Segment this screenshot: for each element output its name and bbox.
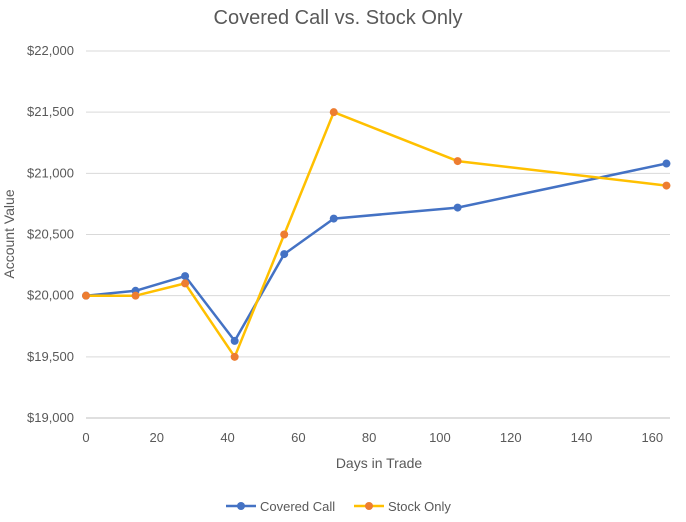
y-tick-label: $19,500 xyxy=(27,349,74,364)
x-tick-label: 20 xyxy=(150,430,164,445)
legend: Covered Call Stock Only xyxy=(226,499,451,514)
y-tick-label: $19,000 xyxy=(27,410,74,425)
legend-item: Stock Only xyxy=(354,499,451,514)
legend-marker xyxy=(237,502,245,510)
x-axis-title: Days in Trade xyxy=(336,455,423,471)
data-point xyxy=(181,279,190,288)
y-tick-label: $21,000 xyxy=(27,165,74,180)
x-axis-ticks: 0 20 40 60 80 100 120 140 160 xyxy=(82,430,663,445)
data-point xyxy=(329,108,338,117)
data-point xyxy=(181,272,190,281)
legend-marker xyxy=(365,502,373,510)
data-point xyxy=(453,157,462,166)
data-point xyxy=(230,336,239,345)
y-tick-label: $20,000 xyxy=(27,288,74,303)
series-0 xyxy=(82,159,671,345)
legend-label: Covered Call xyxy=(260,499,335,514)
data-point xyxy=(453,203,462,212)
legend-item: Covered Call xyxy=(226,499,335,514)
y-tick-label: $22,000 xyxy=(27,43,74,58)
data-point xyxy=(131,291,140,300)
series-1 xyxy=(82,108,671,361)
y-tick-label: $20,500 xyxy=(27,227,74,242)
data-point xyxy=(662,181,671,190)
x-tick-label: 60 xyxy=(291,430,305,445)
series-line xyxy=(86,110,667,359)
chart-title: Covered Call vs. Stock Only xyxy=(214,7,463,29)
x-tick-label: 100 xyxy=(429,430,451,445)
data-point xyxy=(329,214,338,223)
x-tick-label: 140 xyxy=(571,430,593,445)
series-line xyxy=(85,162,667,343)
legend-label: Stock Only xyxy=(388,499,451,514)
x-tick-label: 120 xyxy=(500,430,522,445)
data-point xyxy=(280,230,289,239)
x-tick-label: 40 xyxy=(220,430,234,445)
y-tick-label: $21,500 xyxy=(27,104,74,119)
data-point xyxy=(230,352,239,361)
x-tick-label: 0 xyxy=(82,430,89,445)
y-axis-ticks: $19,000 $19,500 $20,000 $20,500 $21,000 $21,5… xyxy=(27,43,74,425)
data-point xyxy=(82,291,90,300)
data-point xyxy=(280,250,289,259)
data-point xyxy=(662,159,671,168)
gridlines xyxy=(86,50,670,419)
x-tick-label: 80 xyxy=(362,430,376,445)
x-tick-label: 160 xyxy=(641,430,663,445)
y-axis-title: Account Value xyxy=(1,189,17,278)
series-layer xyxy=(82,108,671,361)
